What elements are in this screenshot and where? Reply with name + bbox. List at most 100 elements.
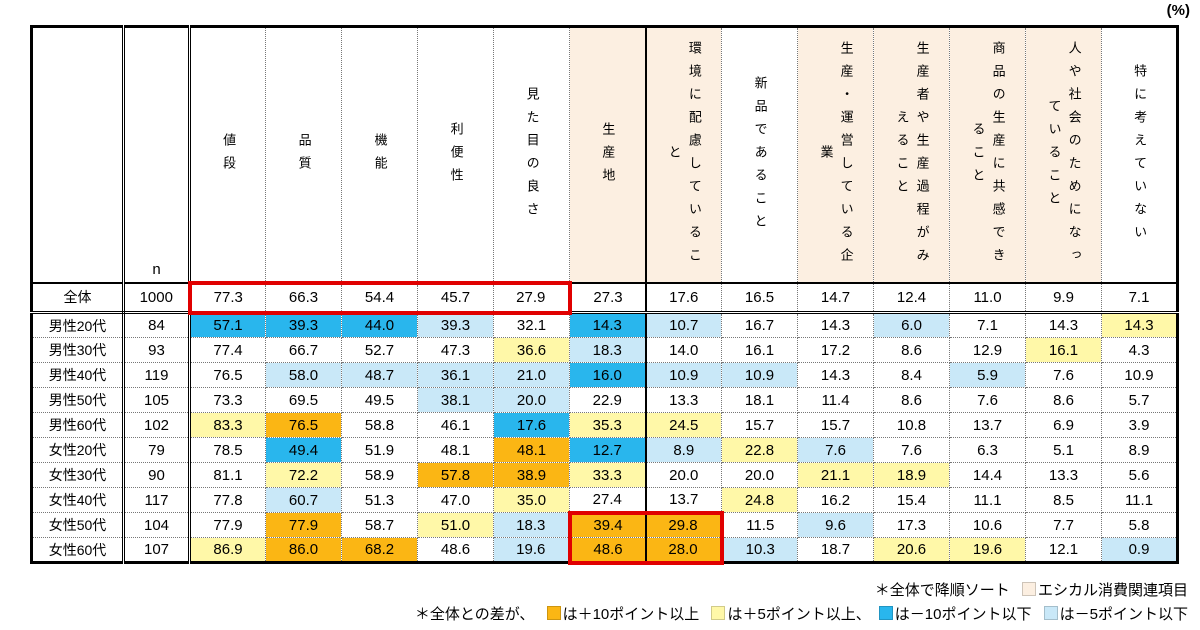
value-cell: 7.1 (1101, 282, 1178, 314)
value-cell: 10.8 (873, 412, 950, 438)
row-label: 女性50代 (31, 512, 125, 538)
legend-text-2: は＋5ポイント以上、 (727, 606, 871, 623)
value-cell: 3.9 (1101, 412, 1178, 438)
plus5-swatch-icon (711, 606, 726, 620)
value-cell: 11.4 (797, 387, 874, 413)
value-cell: 13.7 (645, 487, 722, 513)
value-cell: 76.5 (265, 412, 342, 438)
value-cell: 72.2 (265, 462, 342, 488)
value-cell: 27.9 (493, 280, 572, 315)
value-cell: 7.6 (797, 437, 874, 463)
value-cell: 13.3 (645, 387, 722, 413)
row-label: 女性40代 (31, 487, 125, 513)
n-value: 102 (123, 412, 191, 438)
value-cell: 45.7 (417, 280, 494, 315)
value-cell: 58.0 (265, 362, 342, 388)
value-cell: 5.9 (949, 362, 1026, 388)
value-cell: 60.7 (265, 487, 342, 513)
value-cell: 8.4 (873, 362, 950, 388)
percent-unit-label: (%) (1166, 2, 1190, 19)
value-cell: 86.0 (265, 537, 342, 563)
value-cell: 16.0 (569, 362, 647, 388)
value-cell: 28.0 (645, 537, 724, 565)
n-value: 117 (123, 487, 191, 513)
value-cell: 15.7 (721, 412, 798, 438)
value-cell: 5.1 (1025, 437, 1102, 463)
value-cell: 14.3 (1101, 312, 1178, 338)
value-cell: 35.0 (493, 487, 570, 513)
value-cell: 8.6 (873, 387, 950, 413)
diff-prefix-text: ＊全体との差が、 (414, 606, 535, 623)
value-cell: 12.9 (949, 337, 1026, 363)
table-row-女性40代: 女性40代 117 77.8 60.7 51.3 47.0 35.0 27.4 13.7 24.8… (31, 487, 1178, 513)
value-cell: 17.3 (873, 512, 950, 538)
n-value: 79 (123, 437, 191, 463)
column-header-7: 環境に配慮していること (645, 26, 722, 284)
value-cell: 77.8 (189, 487, 266, 513)
value-cell: 14.3 (569, 312, 647, 338)
value-cell: 17.6 (493, 412, 570, 438)
column-header-label: 値段 (221, 133, 237, 179)
value-cell: 20.0 (493, 387, 570, 413)
value-cell: 66.7 (265, 337, 342, 363)
value-cell: 33.3 (569, 462, 647, 488)
n-value: 93 (123, 337, 191, 363)
column-header-label: 人や社会のためになっていること (1046, 41, 1082, 271)
value-cell: 14.4 (949, 462, 1026, 488)
value-cell: 47.0 (417, 487, 494, 513)
value-cell: 76.5 (189, 362, 266, 388)
value-cell: 54.4 (341, 280, 418, 315)
legend-text-4: は－5ポイント以下 (1059, 606, 1188, 623)
value-cell: 51.3 (341, 487, 418, 513)
column-header-5: 見た目の良さ (493, 26, 570, 284)
value-cell: 24.8 (721, 487, 798, 513)
column-header-6: 生産地 (569, 26, 647, 284)
row-label: 女性20代 (31, 437, 125, 463)
value-cell: 44.0 (341, 312, 418, 338)
value-cell: 20.0 (721, 462, 798, 488)
value-cell: 21.1 (797, 462, 874, 488)
value-cell: 11.1 (949, 487, 1026, 513)
value-cell: 57.1 (189, 312, 266, 338)
value-cell: 6.3 (949, 437, 1026, 463)
value-cell: 21.0 (493, 362, 570, 388)
column-header-11: 商品の生産に共感できること (949, 26, 1026, 284)
table-row-男性50代: 男性50代 105 73.3 69.5 49.5 38.1 20.0 22.9 13.3 18.1… (31, 387, 1178, 413)
n-value: 105 (123, 387, 191, 413)
value-cell: 10.7 (645, 312, 722, 338)
column-header-4: 利便性 (417, 26, 494, 284)
value-cell: 4.3 (1101, 337, 1178, 363)
value-cell: 46.1 (417, 412, 494, 438)
value-cell: 20.6 (873, 537, 950, 563)
value-cell: 10.9 (721, 362, 798, 388)
value-cell: 16.1 (1025, 337, 1102, 363)
value-cell: 9.9 (1025, 282, 1102, 314)
column-header-label: 特に考えていない (1132, 64, 1148, 248)
table-header: n 値段 品質 機能 利便性 見た目の良さ 生産地 環境に配慮していること 新品であること 生産・… (31, 26, 1178, 284)
row-label: 男性20代 (31, 312, 125, 338)
value-cell: 8.6 (1025, 387, 1102, 413)
value-cell: 48.1 (493, 437, 570, 463)
value-cell: 15.4 (873, 487, 950, 513)
value-cell: 24.5 (645, 412, 722, 438)
value-cell: 14.0 (645, 337, 722, 363)
value-cell: 48.6 (567, 537, 647, 565)
value-cell: 15.7 (797, 412, 874, 438)
n-value: 90 (123, 462, 191, 488)
column-header-label: 品質 (296, 133, 312, 179)
value-cell: 32.1 (493, 312, 570, 338)
value-cell: 35.3 (569, 412, 647, 438)
value-cell: 20.0 (645, 462, 722, 488)
minus10-swatch-icon (878, 606, 893, 620)
n-column-header: n (123, 26, 191, 284)
n-value: 1000 (123, 282, 191, 314)
column-header-label: 商品の生産に共感できること (970, 41, 1006, 271)
value-cell: 5.7 (1101, 387, 1178, 413)
value-cell: 11.0 (949, 282, 1026, 314)
column-header-12: 人や社会のためになっていること (1025, 26, 1102, 284)
value-cell: 57.8 (417, 462, 494, 488)
value-cell: 14.3 (797, 362, 874, 388)
n-value: 107 (123, 537, 191, 563)
row-label: 男性50代 (31, 387, 125, 413)
column-header-label: 利便性 (448, 121, 464, 191)
